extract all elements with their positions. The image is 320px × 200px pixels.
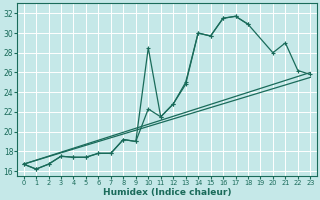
X-axis label: Humidex (Indice chaleur): Humidex (Indice chaleur) xyxy=(103,188,231,197)
